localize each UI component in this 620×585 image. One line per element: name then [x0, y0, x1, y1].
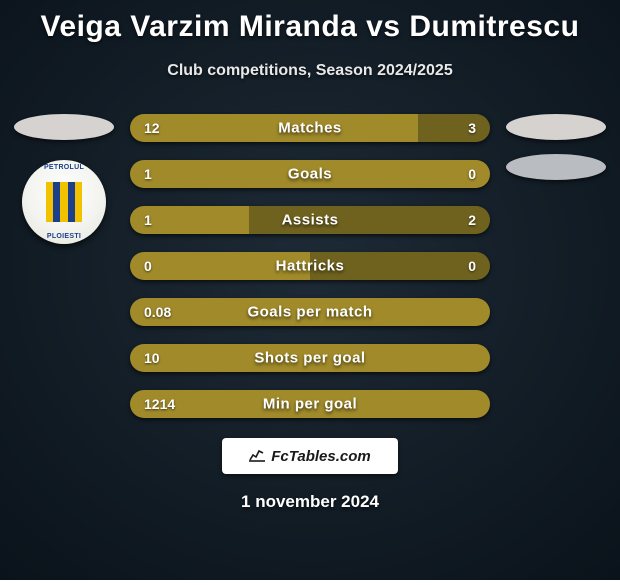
badge-stripes — [46, 182, 82, 222]
stat-bar: 12 3 Matches — [130, 114, 490, 142]
stat-value-right: 0 — [468, 166, 476, 182]
stat-bar-left-segment — [130, 114, 418, 142]
badge-inner-shield — [34, 172, 94, 232]
main-row: PETROLUL PLOIESTI 123Matches10Goals12Ass… — [0, 114, 620, 418]
stat-value-left: 1 — [144, 166, 152, 182]
stat-label: Goals per match — [247, 304, 372, 321]
stat-value-right: 3 — [468, 120, 476, 136]
chart-icon — [249, 448, 265, 465]
stat-label: Hattricks — [276, 258, 345, 275]
stat-label: Assists — [282, 212, 339, 229]
stats-bars: 123Matches10Goals12Assists00Hattricks0.0… — [120, 114, 500, 418]
stat-value-right: 0 — [468, 258, 476, 274]
club-badge-left: PETROLUL PLOIESTI — [22, 160, 106, 244]
stat-bar: 10 Shots per goal — [130, 344, 490, 372]
stat-label: Goals — [288, 166, 332, 183]
stat-label: Matches — [278, 120, 342, 137]
stat-value-left: 1214 — [144, 396, 175, 412]
stat-value-left: 12 — [144, 120, 160, 136]
stat-value-left: 0.08 — [144, 304, 171, 320]
stat-bar: 1214 Min per goal — [130, 390, 490, 418]
stat-bar: 1 2 Assists — [130, 206, 490, 234]
stat-value-left: 1 — [144, 212, 152, 228]
brand-text: FcTables.com — [271, 448, 370, 465]
badge-top-text: PETROLUL — [22, 164, 106, 171]
stat-bar: 0.08 Goals per match — [130, 298, 490, 326]
left-side-col: PETROLUL PLOIESTI — [8, 114, 120, 244]
player-ellipse-right-2 — [506, 154, 606, 180]
player-ellipse-right-1 — [506, 114, 606, 140]
brand-badge[interactable]: FcTables.com — [222, 438, 398, 474]
stat-value-right: 2 — [468, 212, 476, 228]
stat-label: Shots per goal — [254, 350, 365, 367]
badge-bottom-text: PLOIESTI — [22, 233, 106, 240]
stat-bar-right-segment — [418, 114, 490, 142]
stat-value-left: 10 — [144, 350, 160, 366]
right-side-col — [500, 114, 612, 180]
page-subtitle: Club competitions, Season 2024/2025 — [0, 62, 620, 80]
date-text: 1 november 2024 — [0, 492, 620, 512]
player-ellipse-left — [14, 114, 114, 140]
stat-bar: 1 0 Goals — [130, 160, 490, 188]
stat-bar: 0 0 Hattricks — [130, 252, 490, 280]
page-title: Veiga Varzim Miranda vs Dumitrescu — [0, 0, 620, 44]
stat-value-left: 0 — [144, 258, 152, 274]
stat-label: Min per goal — [263, 396, 357, 413]
